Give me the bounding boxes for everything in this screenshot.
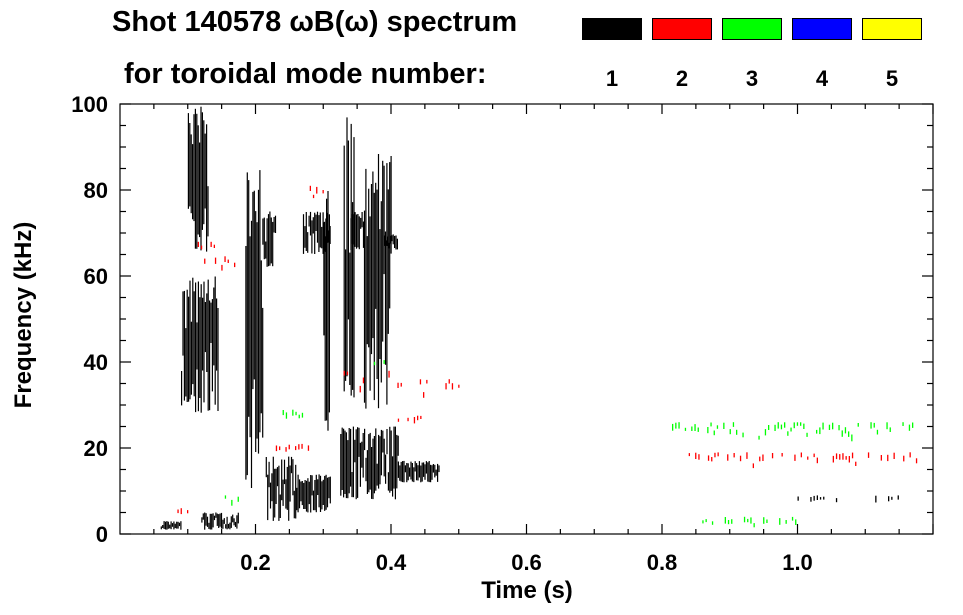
spectrum-blob-mode-1 bbox=[296, 474, 331, 513]
spectrum-blob-mode-2 bbox=[214, 256, 236, 271]
spectrum-blob-mode-1 bbox=[350, 212, 365, 250]
spectrum-blob-mode-1 bbox=[875, 495, 899, 503]
spectrum-blob-mode-1 bbox=[397, 460, 440, 483]
y-axis-label: Frequency (kHz) bbox=[10, 222, 37, 409]
x-tick-label: 0.8 bbox=[647, 550, 678, 575]
spectrum-blob-mode-1 bbox=[245, 170, 264, 489]
spectrum-blob-mode-2 bbox=[177, 508, 189, 515]
spectrum-data bbox=[160, 106, 918, 530]
spectrum-blob-mode-1 bbox=[384, 234, 398, 250]
legend-label-mode-3: 3 bbox=[745, 66, 759, 91]
y-tick-labels: 0 20 40 60 80 100 bbox=[71, 92, 108, 547]
spectrum-blob-mode-2 bbox=[688, 452, 918, 469]
spectrum-blob-mode-3 bbox=[282, 409, 304, 419]
spectrum-blob-mode-1 bbox=[181, 276, 219, 413]
legend-swatch-mode-3 bbox=[722, 18, 782, 40]
y-tick-label: 0 bbox=[96, 522, 108, 547]
x-tick-label: 0.4 bbox=[376, 550, 407, 575]
chart-subtitle: for toroidal mode number: bbox=[124, 58, 487, 90]
spectrum-blob-mode-1 bbox=[343, 117, 355, 398]
spectrum-blob-mode-3 bbox=[702, 516, 797, 528]
spectrum-blob-mode-3 bbox=[672, 422, 914, 442]
legend-swatch-mode-5 bbox=[862, 18, 922, 40]
spectrum-blob-mode-1 bbox=[363, 154, 392, 409]
chart-title: Shot 140578 ωB(ω) spectrum bbox=[112, 6, 518, 38]
spectrum-blob-mode-1 bbox=[262, 211, 277, 267]
x-tick-label: 1.0 bbox=[782, 550, 813, 575]
spectrum-blob-mode-1 bbox=[201, 512, 239, 530]
plot-frame bbox=[119, 103, 934, 535]
spectrum-blob-mode-1 bbox=[187, 106, 209, 252]
y-tick-label: 60 bbox=[84, 264, 108, 289]
legend-swatch-mode-4 bbox=[792, 18, 852, 40]
spectrum-blob-mode-1 bbox=[340, 426, 399, 500]
spectrum-blob-mode-2 bbox=[309, 185, 324, 199]
spectrum-blob-mode-1 bbox=[323, 191, 330, 431]
y-tick-label: 20 bbox=[84, 436, 108, 461]
spectrum-blob-mode-1 bbox=[797, 495, 838, 503]
spectrum-blob-mode-2 bbox=[197, 241, 215, 264]
legend-label-mode-1: 1 bbox=[605, 66, 619, 91]
spectrum-blob-mode-1 bbox=[160, 521, 182, 530]
legend-label-mode-5: 5 bbox=[885, 66, 899, 91]
spectrum-blob-mode-3 bbox=[224, 495, 239, 506]
axis-ticks bbox=[120, 103, 934, 535]
y-tick-label: 100 bbox=[71, 92, 108, 117]
spectrum-blob-mode-2 bbox=[397, 379, 460, 398]
legend-label-mode-4: 4 bbox=[815, 66, 829, 91]
spectrum-blob-mode-2 bbox=[397, 415, 422, 424]
x-tick-labels: 0.2 0.4 0.6 0.8 1.0 bbox=[240, 550, 813, 575]
x-tick-label: 0.6 bbox=[511, 550, 542, 575]
legend-swatch-mode-2 bbox=[652, 18, 712, 40]
x-axis-label: Time (s) bbox=[481, 577, 573, 604]
y-tick-label: 80 bbox=[84, 178, 108, 203]
spectrum-blob-mode-2 bbox=[275, 443, 310, 452]
legend-swatch-mode-1 bbox=[582, 18, 642, 40]
y-tick-label: 40 bbox=[84, 350, 108, 375]
spectrum-blob-mode-1 bbox=[265, 456, 297, 521]
spectrum-blob-mode-3 bbox=[373, 360, 385, 366]
spectrum-blob-mode-2 bbox=[343, 370, 390, 393]
legend-label-mode-2: 2 bbox=[675, 66, 689, 91]
x-tick-label: 0.2 bbox=[240, 550, 271, 575]
